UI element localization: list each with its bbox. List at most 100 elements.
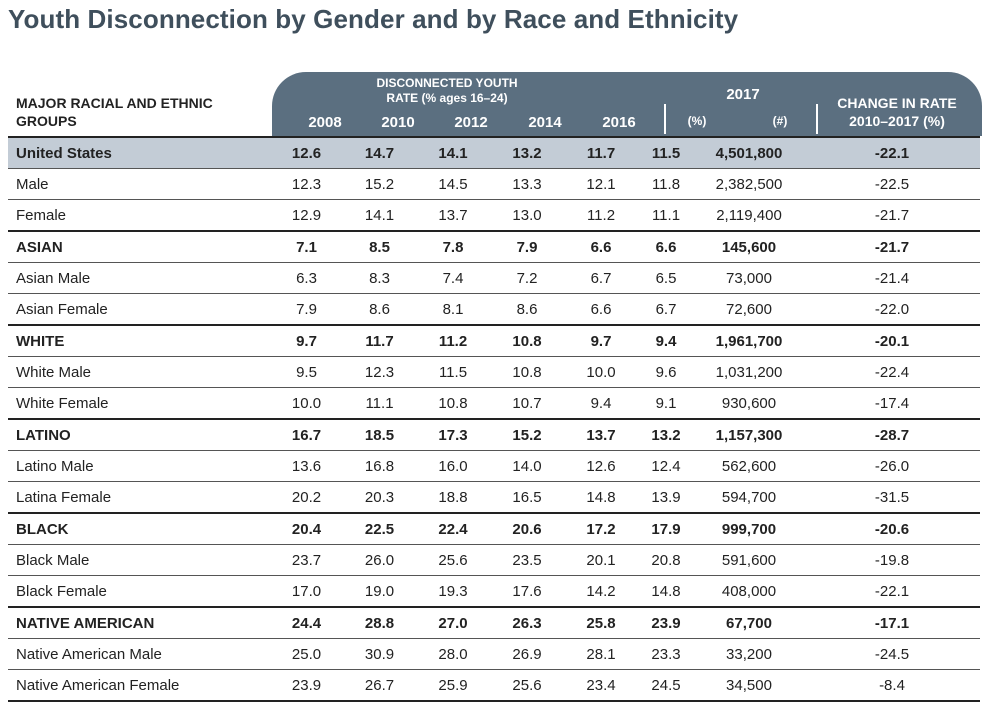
row-label: Native American Female bbox=[8, 669, 270, 702]
cell-rate-2016: 13.7 bbox=[564, 418, 638, 451]
year-2017-label: 2017 bbox=[726, 86, 760, 103]
cell-rate-2012: 22.4 bbox=[416, 512, 490, 545]
cell-count-2017: 2,382,500 bbox=[694, 168, 804, 200]
cell-rate-2017-pct: 24.5 bbox=[638, 669, 694, 702]
group-row: ASIAN 7.1 8.5 7.8 7.9 6.6 6.6 145,600 -21.7 bbox=[8, 230, 980, 263]
cell-rate-2014: 17.6 bbox=[490, 575, 564, 608]
table-row: Male 12.3 15.2 14.5 13.3 12.1 11.8 2,382,500 -22… bbox=[8, 168, 980, 200]
header-separator-left bbox=[664, 104, 666, 134]
row-label: NATIVE AMERICAN bbox=[8, 606, 270, 639]
cell-rate-2010: 16.8 bbox=[343, 450, 416, 482]
cell-rate-2012: 16.0 bbox=[416, 450, 490, 482]
col-2012: 2012 bbox=[454, 114, 488, 131]
cell-rate-2012: 11.2 bbox=[416, 324, 490, 357]
cell-rate-2010: 30.9 bbox=[343, 638, 416, 670]
cell-rate-2008: 20.2 bbox=[270, 481, 343, 514]
cell-rate-2014: 15.2 bbox=[490, 418, 564, 451]
col-2014: 2014 bbox=[528, 114, 562, 131]
group-row: United States 12.6 14.7 14.1 13.2 11.7 11.5 4,5… bbox=[8, 138, 980, 169]
cell-count-2017: 594,700 bbox=[694, 481, 804, 514]
row-label: LATINO bbox=[8, 418, 270, 451]
row-label: Latina Female bbox=[8, 481, 270, 514]
table-row: Female 12.9 14.1 13.7 13.0 11.2 11.1 2,119,400-… bbox=[8, 199, 980, 232]
cell-change-2010-2017: -26.0 bbox=[804, 450, 980, 482]
cell-change-2010-2017: -21.7 bbox=[804, 230, 980, 263]
cell-rate-2016: 11.7 bbox=[564, 138, 638, 169]
cell-count-2017: 2,119,400 bbox=[694, 199, 804, 232]
cell-rate-2012: 18.8 bbox=[416, 481, 490, 514]
cell-rate-2010: 20.3 bbox=[343, 481, 416, 514]
cell-rate-2008: 24.4 bbox=[270, 606, 343, 639]
cell-rate-2010: 8.5 bbox=[343, 230, 416, 263]
cell-count-2017: 408,000 bbox=[694, 575, 804, 608]
cell-change-2010-2017: -20.6 bbox=[804, 512, 980, 545]
cell-rate-2008: 10.0 bbox=[270, 387, 343, 420]
cell-rate-2014: 13.2 bbox=[490, 138, 564, 169]
cell-rate-2012: 7.8 bbox=[416, 230, 490, 263]
row-header-label: MAJOR RACIAL AND ETHNIC GROUPS bbox=[16, 95, 213, 129]
cell-rate-2010: 11.7 bbox=[343, 324, 416, 357]
cell-rate-2008: 25.0 bbox=[270, 638, 343, 670]
cell-change-2010-2017: -22.0 bbox=[804, 293, 980, 326]
cell-rate-2014: 25.6 bbox=[490, 669, 564, 702]
page-title: Youth Disconnection by Gender and by Rac… bbox=[8, 4, 739, 34]
cell-rate-2008: 17.0 bbox=[270, 575, 343, 608]
cell-rate-2012: 19.3 bbox=[416, 575, 490, 608]
cell-count-2017: 1,961,700 bbox=[694, 324, 804, 357]
header-band bbox=[272, 72, 982, 136]
cell-rate-2008: 9.5 bbox=[270, 356, 343, 388]
cell-rate-2014: 20.6 bbox=[490, 512, 564, 545]
cell-rate-2016: 6.6 bbox=[564, 293, 638, 326]
cell-count-2017: 73,000 bbox=[694, 262, 804, 294]
cell-rate-2016: 17.2 bbox=[564, 512, 638, 545]
table-row: Native American Male 25.0 30.9 28.0 26.9 28.1… bbox=[8, 638, 980, 670]
row-label: Asian Female bbox=[8, 293, 270, 326]
cell-rate-2014: 13.0 bbox=[490, 199, 564, 232]
cell-rate-2008: 16.7 bbox=[270, 418, 343, 451]
cell-change-2010-2017: -24.5 bbox=[804, 638, 980, 670]
cell-change-2010-2017: -28.7 bbox=[804, 418, 980, 451]
cell-rate-2016: 12.1 bbox=[564, 168, 638, 200]
cell-rate-2016: 12.6 bbox=[564, 450, 638, 482]
cell-change-2010-2017: -22.1 bbox=[804, 138, 980, 169]
cell-rate-2017-pct: 6.5 bbox=[638, 262, 694, 294]
col-2010: 2010 bbox=[381, 114, 415, 131]
cell-change-2010-2017: -17.1 bbox=[804, 606, 980, 639]
cell-rate-2010: 11.1 bbox=[343, 387, 416, 420]
table-row: Latina Female 20.2 20.3 18.8 16.5 14.8 13.9 594… bbox=[8, 481, 980, 514]
cell-rate-2017-pct: 12.4 bbox=[638, 450, 694, 482]
cell-rate-2008: 7.1 bbox=[270, 230, 343, 263]
cell-rate-2014: 23.5 bbox=[490, 544, 564, 576]
cell-count-2017: 34,500 bbox=[694, 669, 804, 702]
cell-rate-2008: 6.3 bbox=[270, 262, 343, 294]
rate-group-label: DISCONNECTED YOUTH RATE (% ages 16–24) bbox=[376, 76, 518, 105]
cell-rate-2008: 23.7 bbox=[270, 544, 343, 576]
cell-rate-2014: 26.3 bbox=[490, 606, 564, 639]
cell-rate-2017-pct: 13.9 bbox=[638, 481, 694, 514]
cell-count-2017: 67,700 bbox=[694, 606, 804, 639]
cell-rate-2016: 14.2 bbox=[564, 575, 638, 608]
cell-rate-2012: 14.5 bbox=[416, 168, 490, 200]
row-label: Male bbox=[8, 168, 270, 200]
row-label: Native American Male bbox=[8, 638, 270, 670]
table-row: Native American Female 23.9 26.7 25.9 25.6 23… bbox=[8, 669, 980, 702]
cell-count-2017: 145,600 bbox=[694, 230, 804, 263]
group-row: LATINO 16.7 18.5 17.3 15.2 13.7 13.2 1,157,300-… bbox=[8, 418, 980, 451]
table-row: Latino Male 13.6 16.8 16.0 14.0 12.6 12.4 562,6… bbox=[8, 450, 980, 482]
cell-rate-2010: 28.8 bbox=[343, 606, 416, 639]
header-separator-right bbox=[816, 104, 818, 134]
disconnection-table: United States 12.6 14.7 14.1 13.2 11.7 11.5 4,5… bbox=[8, 138, 980, 702]
cell-rate-2008: 12.9 bbox=[270, 199, 343, 232]
cell-rate-2012: 8.1 bbox=[416, 293, 490, 326]
group-row: NATIVE AMERICAN 24.4 28.8 27.0 26.3 25.8 23.9 6… bbox=[8, 606, 980, 639]
cell-rate-2016: 25.8 bbox=[564, 606, 638, 639]
cell-rate-2008: 12.6 bbox=[270, 138, 343, 169]
col-2008: 2008 bbox=[308, 114, 342, 131]
row-label: WHITE bbox=[8, 324, 270, 357]
cell-count-2017: 1,157,300 bbox=[694, 418, 804, 451]
cell-rate-2012: 25.9 bbox=[416, 669, 490, 702]
cell-rate-2016: 9.4 bbox=[564, 387, 638, 420]
cell-rate-2017-pct: 9.1 bbox=[638, 387, 694, 420]
table-row: Asian Female 7.9 8.6 8.1 8.6 6.6 6.7 72,600 -22.… bbox=[8, 293, 980, 326]
cell-rate-2012: 10.8 bbox=[416, 387, 490, 420]
